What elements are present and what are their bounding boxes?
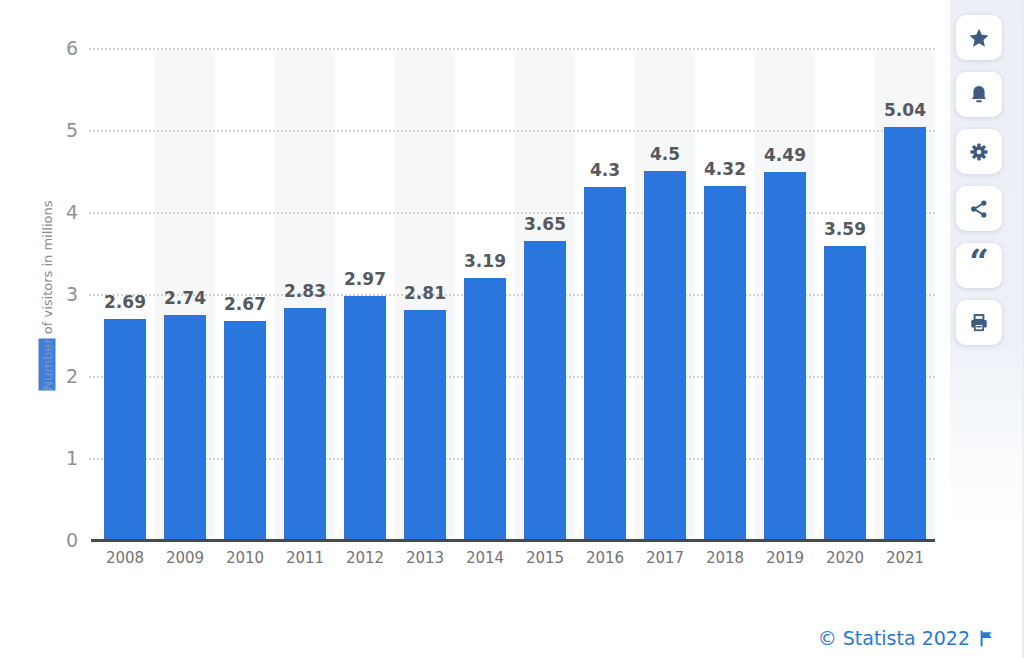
y-tick-label: 2 bbox=[40, 364, 78, 388]
gridline bbox=[89, 376, 935, 378]
gear-icon bbox=[968, 141, 990, 163]
footer: © Statista 2022 bbox=[818, 624, 994, 652]
x-tick-label: 2012 bbox=[335, 549, 395, 567]
x-tick-label: 2020 bbox=[815, 549, 875, 567]
bar-value-label: 4.3 bbox=[575, 160, 635, 180]
y-tick-label: 0 bbox=[40, 528, 78, 552]
y-tick-label: 6 bbox=[40, 36, 78, 60]
y-tick-label: 1 bbox=[40, 446, 78, 470]
bar-value-label: 2.83 bbox=[275, 281, 335, 301]
bar-value-label: 2.81 bbox=[395, 283, 455, 303]
bar-value-label: 4.5 bbox=[635, 144, 695, 164]
statista-bar-chart-page: Number of visitors in millions 0123456 2… bbox=[0, 0, 1024, 658]
bar-2018[interactable] bbox=[704, 186, 746, 540]
settings-button[interactable] bbox=[956, 129, 1002, 174]
bar-value-label: 2.97 bbox=[335, 269, 395, 289]
bar-2014[interactable] bbox=[464, 278, 506, 540]
x-tick-label: 2019 bbox=[755, 549, 815, 567]
y-tick-label: 3 bbox=[40, 282, 78, 306]
x-tick-label: 2017 bbox=[635, 549, 695, 567]
bar-2015[interactable] bbox=[524, 241, 566, 540]
print-button[interactable] bbox=[956, 300, 1002, 345]
bar-2017[interactable] bbox=[644, 171, 686, 540]
bar-value-label: 5.04 bbox=[875, 100, 935, 120]
bar-value-label: 2.67 bbox=[215, 294, 275, 314]
x-tick-label: 2018 bbox=[695, 549, 755, 567]
favorite-button[interactable] bbox=[956, 15, 1002, 60]
quote-icon: “ bbox=[969, 256, 989, 276]
gridline bbox=[89, 458, 935, 460]
bell-icon bbox=[968, 84, 990, 106]
alerts-button[interactable] bbox=[956, 72, 1002, 117]
bar-value-label: 2.69 bbox=[95, 292, 155, 312]
share-button[interactable] bbox=[956, 186, 1002, 231]
y-tick-label: 4 bbox=[40, 200, 78, 224]
x-tick-label: 2014 bbox=[455, 549, 515, 567]
bar-value-label: 2.74 bbox=[155, 288, 215, 308]
bar-2013[interactable] bbox=[404, 310, 446, 540]
x-tick-label: 2021 bbox=[875, 549, 935, 567]
x-tick-label: 2010 bbox=[215, 549, 275, 567]
gridline bbox=[89, 130, 935, 132]
x-tick-label: 2009 bbox=[155, 549, 215, 567]
statista-copyright-link[interactable]: © Statista 2022 bbox=[818, 627, 970, 649]
bar-value-label: 3.19 bbox=[455, 251, 515, 271]
bar-2020[interactable] bbox=[824, 246, 866, 540]
x-tick-label: 2011 bbox=[275, 549, 335, 567]
x-tick-label: 2008 bbox=[95, 549, 155, 567]
cite-button[interactable]: “ bbox=[956, 243, 1002, 288]
x-tick-label: 2016 bbox=[575, 549, 635, 567]
bar-2016[interactable] bbox=[584, 187, 626, 540]
plot-area: 2.692.742.672.832.972.813.193.654.34.54.… bbox=[95, 48, 935, 540]
y-tick-label: 5 bbox=[40, 118, 78, 142]
bar-2012[interactable] bbox=[344, 296, 386, 540]
gridline bbox=[89, 48, 935, 50]
toolbar-sidebar: “ bbox=[950, 0, 1024, 658]
bar-2010[interactable] bbox=[224, 321, 266, 540]
bar-value-label: 4.32 bbox=[695, 159, 755, 179]
bar-2019[interactable] bbox=[764, 172, 806, 540]
gridline bbox=[89, 212, 935, 214]
x-axis-baseline bbox=[91, 539, 935, 542]
bar-value-label: 4.49 bbox=[755, 145, 815, 165]
bar-2011[interactable] bbox=[284, 308, 326, 540]
bar-value-label: 3.59 bbox=[815, 219, 875, 239]
flag-icon[interactable] bbox=[979, 630, 994, 647]
bar-2009[interactable] bbox=[164, 315, 206, 540]
x-tick-label: 2013 bbox=[395, 549, 455, 567]
bar-value-label: 3.65 bbox=[515, 214, 575, 234]
bar-2021[interactable] bbox=[884, 127, 926, 540]
share-icon bbox=[968, 198, 990, 220]
star-icon bbox=[968, 27, 990, 49]
printer-icon bbox=[968, 312, 990, 334]
bar-2008[interactable] bbox=[104, 319, 146, 540]
x-tick-label: 2015 bbox=[515, 549, 575, 567]
